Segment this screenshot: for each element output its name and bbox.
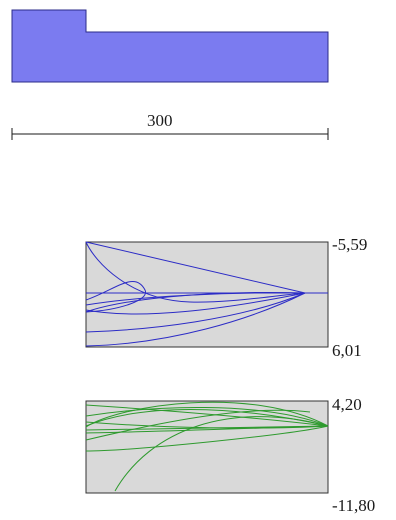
bottom-curve [85,404,329,427]
bottom-curve [85,421,329,429]
bottom-curve [85,409,311,441]
dimension-label: 300 [147,111,173,130]
top-curve [85,292,306,315]
top-curve [85,292,306,333]
bottom-plot-min-label: -11,80 [332,496,375,515]
top-plot-min-label: 6,01 [332,341,362,360]
bottom-plot [85,400,329,494]
top-plot-curves [85,241,328,347]
bottom-curve [85,401,329,428]
dimension-line [11,128,329,140]
bottom-curve [85,407,329,427]
bottom-plot-curves [85,401,329,492]
top-curve [85,241,306,294]
bottom-curve [85,425,329,452]
bottom-curve [114,416,329,492]
top-plot-max-label: -5,59 [332,235,367,254]
bottom-curve [85,425,329,434]
bottom-plot-max-label: 4,20 [332,395,362,414]
top-curve [85,292,306,306]
cross-section-shape [11,9,329,83]
top-curve [85,280,146,313]
top-curve [85,241,306,303]
top-plot [85,241,329,348]
top-curve [85,292,306,347]
